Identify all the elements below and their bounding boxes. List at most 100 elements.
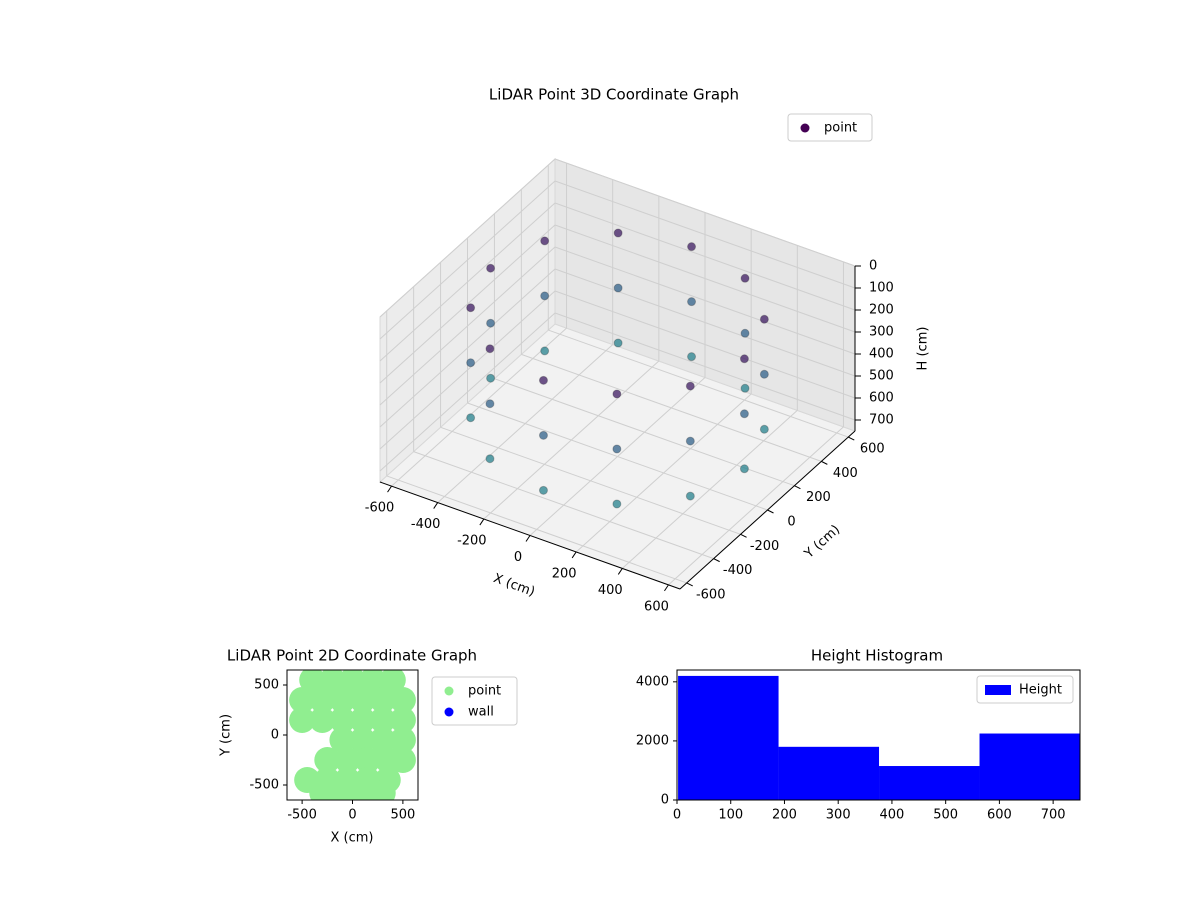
point xyxy=(685,491,695,501)
z-tick-label: 200 xyxy=(869,303,894,318)
y-tick xyxy=(686,582,693,587)
grid-line xyxy=(440,426,741,535)
point xyxy=(349,707,376,733)
x-tick-label: 0 xyxy=(514,550,522,565)
grid-line xyxy=(467,402,768,511)
y-tick-label: 4000 xyxy=(636,674,669,689)
y-tick xyxy=(821,460,828,465)
grid-line xyxy=(554,312,856,421)
x-tick xyxy=(664,584,669,592)
point xyxy=(485,399,495,409)
point xyxy=(687,242,697,252)
point xyxy=(538,375,548,385)
x-tick-label: 700 xyxy=(1041,808,1066,823)
point xyxy=(739,409,749,419)
y-tick-label: -600 xyxy=(696,587,726,602)
x-tick-label: 100 xyxy=(718,808,743,823)
grid-line xyxy=(554,246,856,355)
point xyxy=(389,687,416,713)
y-tick-label: 0 xyxy=(661,793,669,808)
bar xyxy=(678,675,779,800)
point xyxy=(612,499,622,509)
y-tick-label: -400 xyxy=(723,563,753,578)
point xyxy=(329,707,356,733)
point xyxy=(612,389,622,399)
grid-line xyxy=(379,224,556,384)
x-tick xyxy=(479,518,485,526)
x-tick-label: 400 xyxy=(598,583,623,598)
point xyxy=(334,747,361,773)
point xyxy=(329,687,356,713)
point xyxy=(759,424,769,434)
point xyxy=(289,687,316,713)
grid-line xyxy=(386,475,687,584)
x-tick xyxy=(617,568,623,575)
y-tick-label: 200 xyxy=(806,490,831,505)
grid-line xyxy=(379,312,556,472)
y-tick-label: 500 xyxy=(254,678,279,693)
grid-line xyxy=(379,290,556,450)
point xyxy=(319,670,346,693)
point xyxy=(389,747,416,773)
grid-line xyxy=(379,202,556,362)
y-axis-label: Y (cm) xyxy=(219,714,234,757)
point xyxy=(613,283,623,293)
legend-swatch xyxy=(444,707,454,717)
point xyxy=(687,297,697,307)
x-tick-label: 200 xyxy=(552,566,577,581)
point xyxy=(466,303,476,313)
y-tick xyxy=(767,509,774,514)
point xyxy=(466,358,476,368)
point xyxy=(486,263,496,273)
axes-frame xyxy=(676,669,1081,801)
legend-swatch xyxy=(985,685,1011,695)
x-tick-label: 200 xyxy=(772,808,797,823)
legend-label: Height xyxy=(1019,683,1062,698)
y-tick xyxy=(848,436,855,441)
point xyxy=(486,318,496,328)
y-tick xyxy=(713,558,720,563)
chart-title: LiDAR Point 2D Coordinate Graph xyxy=(227,647,477,665)
point xyxy=(759,314,769,324)
x-axis-line xyxy=(379,481,681,590)
point xyxy=(289,707,316,733)
x-tick-label: 500 xyxy=(390,808,415,823)
y-tick xyxy=(794,485,801,490)
grid-line xyxy=(554,224,856,333)
point xyxy=(613,228,623,238)
y-tick-label: 400 xyxy=(833,466,858,481)
point xyxy=(613,338,623,348)
grid-line xyxy=(379,158,556,318)
point xyxy=(687,352,697,362)
x-tick xyxy=(387,485,392,493)
point xyxy=(369,727,396,753)
z-tick-label: 400 xyxy=(869,347,894,362)
x-tick-label: -500 xyxy=(287,808,317,823)
legend-label: wall xyxy=(468,705,494,720)
grid-line xyxy=(413,451,714,560)
x-tick-label: 500 xyxy=(933,808,958,823)
point xyxy=(309,780,336,800)
bar xyxy=(879,766,980,800)
bar xyxy=(778,746,880,800)
point xyxy=(329,780,356,800)
point xyxy=(740,273,750,283)
y-tick xyxy=(740,533,747,538)
point xyxy=(359,670,386,693)
grid-line xyxy=(521,353,822,462)
x-tick-label: 0 xyxy=(348,808,356,823)
grid-line xyxy=(548,329,849,438)
grid-line xyxy=(554,158,856,267)
point xyxy=(540,236,550,246)
x-tick-label: 600 xyxy=(987,808,1012,823)
point xyxy=(354,747,381,773)
point xyxy=(309,707,336,733)
point xyxy=(379,670,406,693)
point xyxy=(466,413,476,423)
point xyxy=(740,328,750,338)
point xyxy=(739,354,749,364)
grid-line xyxy=(379,246,556,406)
chart-title: Height Histogram xyxy=(811,647,943,665)
point xyxy=(389,727,416,753)
